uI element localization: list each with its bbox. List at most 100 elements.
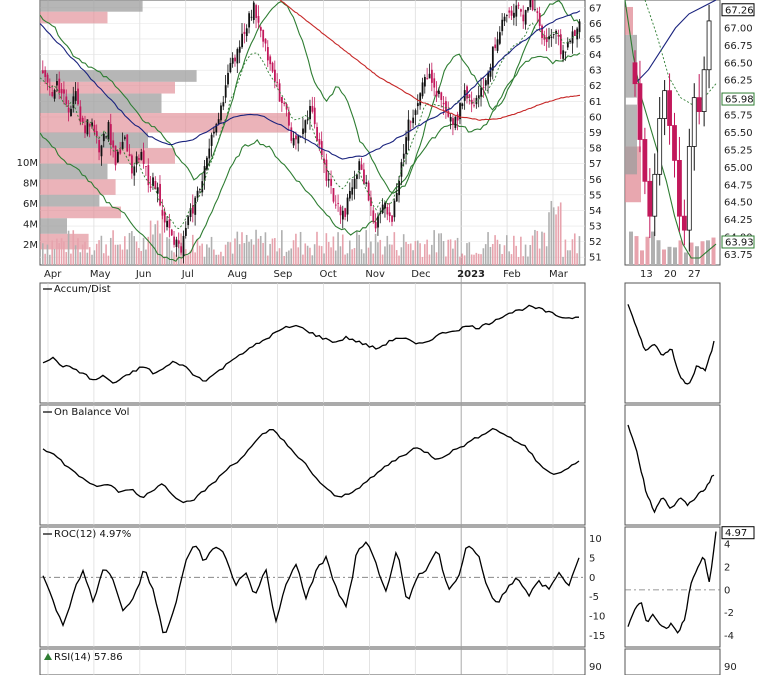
candle-body bbox=[386, 207, 389, 215]
volume-profile-bar bbox=[40, 81, 175, 94]
volume-bar bbox=[341, 234, 344, 265]
volume-bar bbox=[498, 244, 501, 265]
candle-body bbox=[65, 96, 68, 105]
zoom-volume-bar bbox=[640, 250, 644, 265]
volume-bar bbox=[334, 250, 337, 265]
price-tick-label: 54 bbox=[589, 206, 602, 217]
volume-bar bbox=[468, 242, 471, 265]
candle-body bbox=[381, 204, 384, 214]
candle-body bbox=[262, 29, 265, 42]
zoom-frame-roc bbox=[624, 526, 721, 648]
candle-body bbox=[334, 204, 337, 206]
candle-body bbox=[449, 116, 452, 122]
candle-body bbox=[569, 40, 572, 43]
volume-bar bbox=[527, 256, 529, 265]
zoom-price-tick-label: 63.75 bbox=[724, 250, 753, 261]
candle-body bbox=[168, 219, 171, 228]
candle-body bbox=[304, 120, 307, 133]
volume-bar bbox=[461, 253, 464, 265]
volume-bar bbox=[318, 245, 321, 265]
zoom-volume-profile-bar bbox=[625, 6, 633, 35]
rsi-legend-icon bbox=[44, 653, 52, 660]
candle-body bbox=[496, 39, 499, 51]
zoom-candle-body bbox=[677, 159, 682, 217]
volume-bar bbox=[81, 244, 84, 265]
zoom-ma-blue bbox=[634, 0, 717, 85]
month-label: Feb bbox=[503, 269, 521, 280]
candle-body bbox=[238, 46, 241, 53]
candle-body bbox=[227, 72, 229, 85]
volume-profile-bar bbox=[40, 179, 116, 195]
candle-body bbox=[210, 134, 213, 146]
zoom-day-label: 13 bbox=[640, 269, 653, 280]
candle-body bbox=[100, 145, 103, 157]
candle-body bbox=[194, 197, 197, 215]
candle-body bbox=[353, 178, 356, 189]
volume-bar bbox=[224, 244, 227, 265]
volume-profile-bar bbox=[40, 132, 148, 149]
candle-body bbox=[398, 180, 401, 196]
candle-body bbox=[206, 157, 208, 170]
price-tick-label: 55 bbox=[589, 190, 602, 201]
volume-bar bbox=[292, 240, 295, 265]
candle-body bbox=[44, 70, 47, 77]
volume-bar bbox=[105, 244, 107, 265]
candle-body bbox=[201, 181, 204, 193]
candle-body bbox=[409, 121, 412, 123]
candle-body bbox=[42, 70, 44, 74]
volume-bar bbox=[473, 254, 475, 265]
volume-bar bbox=[466, 243, 468, 265]
volume-bar bbox=[306, 245, 309, 265]
volume-bar bbox=[515, 245, 517, 265]
candle-body bbox=[236, 49, 239, 64]
volume-bar bbox=[555, 214, 557, 265]
candle-body bbox=[466, 86, 468, 99]
candle-body bbox=[384, 202, 386, 209]
last-price-label-box bbox=[721, 3, 755, 17]
candle-body bbox=[316, 127, 318, 141]
zoom-frame-accum bbox=[624, 282, 721, 404]
candle-body bbox=[360, 164, 363, 170]
candle-body bbox=[473, 105, 475, 107]
candle-body bbox=[46, 74, 49, 83]
zoom-candle-body bbox=[642, 139, 648, 182]
candle-body bbox=[281, 97, 283, 104]
volume-bar bbox=[285, 251, 288, 265]
volume-profile-bar bbox=[40, 148, 175, 164]
candle-body bbox=[529, 0, 532, 8]
candle-body bbox=[468, 94, 471, 98]
volume-bar bbox=[447, 239, 450, 265]
zoom-roc-tick-label: -4 bbox=[724, 631, 734, 642]
candle-body bbox=[513, 12, 515, 18]
volume-bar bbox=[302, 254, 304, 265]
volume-bar bbox=[274, 238, 276, 265]
bollinger-lower bbox=[39, 52, 581, 262]
volume-bar bbox=[215, 254, 218, 265]
volume-bar bbox=[459, 256, 461, 265]
volume-bar bbox=[250, 239, 253, 265]
candle-body bbox=[53, 89, 56, 99]
volume-bar bbox=[236, 231, 239, 265]
candle-body bbox=[274, 69, 276, 82]
candle-body bbox=[119, 149, 122, 154]
candle-body bbox=[156, 187, 159, 194]
zoom-candle-body bbox=[696, 97, 702, 112]
candle-body bbox=[306, 119, 309, 121]
candle-body bbox=[527, 7, 529, 11]
volume-bar bbox=[524, 244, 527, 265]
rsi-tick-label: 90 bbox=[589, 662, 602, 673]
volume-profile-bar bbox=[40, 93, 162, 114]
zoom-price-tick-label: 65.75 bbox=[724, 111, 753, 122]
candle-body bbox=[60, 88, 63, 94]
candle-body bbox=[564, 51, 567, 53]
zoom-roc-value-label-box bbox=[721, 526, 755, 540]
volume-bar bbox=[199, 245, 201, 265]
volume-bar bbox=[494, 235, 496, 265]
candle-body bbox=[217, 119, 220, 124]
candle-body bbox=[522, 14, 525, 22]
volume-bar bbox=[107, 255, 110, 265]
zoom-roc-value-label: 4.97 bbox=[725, 528, 747, 539]
month-label: Aug bbox=[228, 269, 248, 280]
candle-body bbox=[435, 91, 438, 97]
volume-bar bbox=[320, 246, 323, 265]
